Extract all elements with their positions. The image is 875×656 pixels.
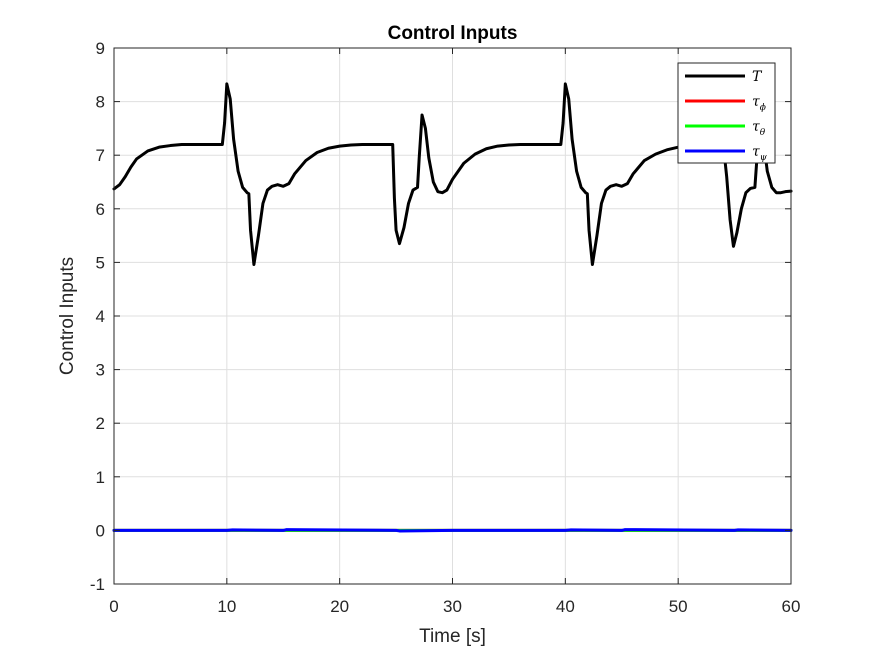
y-axis-label: Control Inputs (57, 257, 78, 375)
x-tick-labels: 0 10 20 30 40 50 60 (109, 597, 800, 616)
x-tick-label: 30 (443, 597, 462, 616)
legend-label-base: τ (752, 94, 760, 110)
y-tick-labels: -1 0 1 2 3 4 5 6 7 8 9 (90, 39, 105, 594)
y-tick-label: 2 (96, 414, 105, 433)
x-axis-label: Time [s] (419, 626, 486, 647)
y-tick-label: 8 (96, 93, 105, 112)
x-tick-label: 60 (782, 597, 801, 616)
x-tick-label: 0 (109, 597, 118, 616)
legend-box (677, 62, 776, 164)
legend-label: τϕ (752, 94, 766, 113)
y-tick-label: 3 (96, 361, 105, 380)
legend-label-base: τ (752, 119, 760, 135)
legend-label-subscript: θ (760, 128, 766, 138)
x-tick-label: 10 (217, 597, 236, 616)
x-tick-label: 20 (330, 597, 349, 616)
legend-label: T (752, 69, 763, 85)
y-tick-label: -1 (90, 575, 105, 594)
y-tick-label: 4 (96, 307, 105, 326)
legend-label-subscript: ϕ (760, 103, 766, 113)
y-tick-label: 1 (96, 468, 105, 487)
legend-label: τθ (752, 119, 766, 138)
x-tick-label: 50 (669, 597, 688, 616)
legend-label-subscript: ψ (760, 153, 768, 163)
legend-label-base: τ (752, 144, 760, 160)
y-tick-label: 5 (96, 253, 105, 272)
series-line-3 (112, 528, 793, 533)
tick-marks (113, 47, 792, 585)
x-tick-label: 40 (556, 597, 575, 616)
y-tick-label: 0 (96, 521, 105, 540)
y-tick-label: 7 (96, 146, 105, 165)
y-tick-label: 9 (96, 39, 105, 58)
chart-title: Control Inputs (388, 23, 518, 44)
y-tick-label: 6 (96, 200, 105, 219)
legend-label: τψ (752, 144, 768, 163)
